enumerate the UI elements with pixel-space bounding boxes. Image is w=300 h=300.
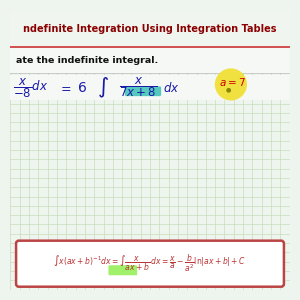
Bar [11, 75, 290, 100]
Circle shape [227, 88, 230, 92]
Text: $\int x(ax+b)^{-1}dx = \int\dfrac{x}{ax+b}\,dx = \dfrac{x}{a} - \dfrac{b}{a^2}\l: $\int x(ax+b)^{-1}dx = \int\dfrac{x}{ax+… [53, 252, 247, 274]
Circle shape [216, 69, 246, 100]
Text: $dx$: $dx$ [163, 80, 179, 94]
FancyBboxPatch shape [16, 241, 284, 287]
Text: $\int$: $\int$ [97, 76, 109, 100]
Text: ate the indefinite integral.: ate the indefinite integral. [16, 56, 158, 65]
FancyBboxPatch shape [125, 86, 161, 96]
Text: $a = 7$: $a = 7$ [219, 76, 246, 88]
Text: $\dfrac{x}{7x+8}$: $\dfrac{x}{7x+8}$ [119, 76, 158, 99]
Text: $\dfrac{x}{-8}dx$: $\dfrac{x}{-8}dx$ [13, 76, 49, 100]
Text: $=$: $=$ [58, 81, 72, 94]
Text: ndefinite Integration Using Integration Tables: ndefinite Integration Using Integration … [23, 24, 277, 34]
Bar [11, 48, 290, 73]
Bar [11, 11, 290, 47]
FancyBboxPatch shape [108, 265, 137, 275]
Text: $6$: $6$ [77, 80, 87, 94]
